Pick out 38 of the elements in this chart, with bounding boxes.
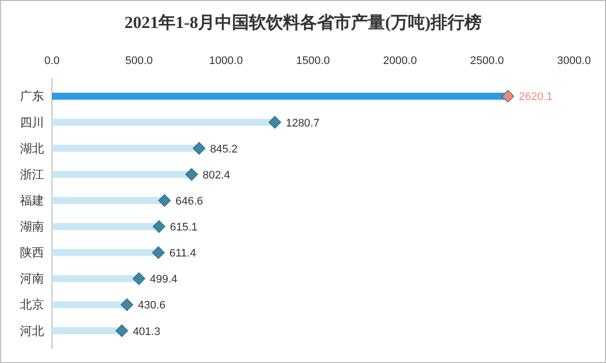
x-tick-label: 1000.0: [209, 55, 243, 67]
y-tick-label: 广东: [20, 89, 44, 104]
data-label: 499.4: [150, 274, 178, 286]
x-tick-label: 2500.0: [470, 55, 504, 67]
y-tick-label: 福建: [20, 193, 44, 208]
y-tick-label: 湖南: [20, 220, 44, 234]
point: [502, 90, 514, 103]
data-label: 401.3: [132, 326, 160, 338]
x-tick-label: 3000.0: [557, 55, 591, 67]
data-label: 611.4: [169, 248, 196, 260]
data-label: 615.1: [170, 222, 198, 234]
data-label: 430.6: [138, 300, 166, 312]
y-tick-label: 四川: [20, 115, 44, 130]
y-tick-label: 陕西: [20, 246, 44, 260]
point: [120, 298, 134, 311]
point: [268, 116, 282, 129]
x-tick-label: 500.0: [125, 55, 153, 67]
y-tick-label: 浙江: [20, 167, 44, 182]
x-tick-label: 1500.0: [296, 55, 330, 67]
point: [116, 324, 128, 338]
point: [158, 194, 171, 207]
point: [192, 142, 206, 155]
y-tick-label: 河北: [20, 324, 44, 338]
data-label: 2620.1: [518, 91, 553, 104]
data-label: 845.2: [210, 143, 238, 156]
data-label: 1280.7: [286, 117, 320, 130]
data-label: 802.4: [202, 169, 230, 182]
x-tick-label: 0.0: [44, 55, 60, 67]
y-tick-label: 北京: [20, 298, 44, 312]
y-tick-label: 河南: [20, 272, 44, 286]
y-tick-label: 湖北: [20, 141, 44, 156]
chart-title: 2021年1-8月中国软饮料各省市产量(万吨)排行榜: [124, 13, 482, 32]
point: [152, 220, 166, 233]
point: [152, 246, 165, 259]
data-label: 646.6: [176, 195, 204, 208]
point: [185, 168, 198, 181]
x-tick-label: 2000.0: [383, 55, 417, 67]
point: [132, 272, 146, 285]
